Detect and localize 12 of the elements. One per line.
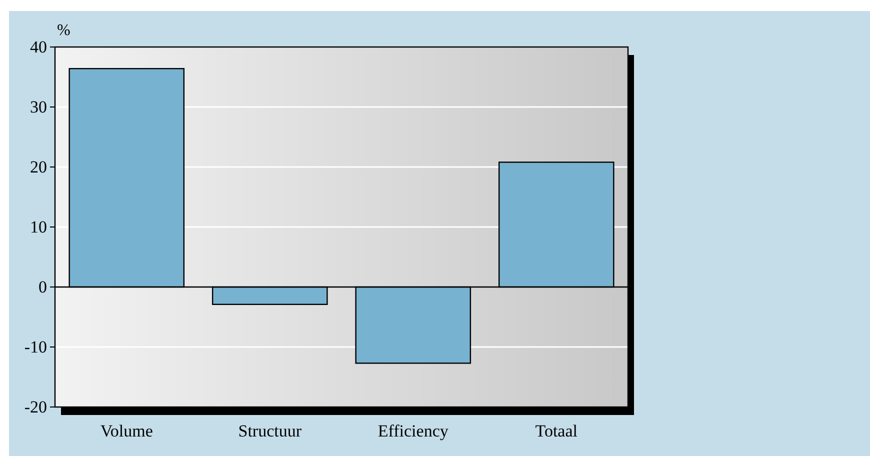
y-axis-title: %	[57, 22, 70, 39]
y-tick-label: 20	[30, 157, 47, 176]
y-tick-label: 10	[30, 217, 47, 236]
y-tick-label: 40	[30, 37, 47, 56]
y-tick-label: -10	[24, 337, 47, 356]
x-tick-label: Structuur	[238, 422, 302, 441]
x-tick-label: Efficiency	[378, 422, 449, 441]
x-tick-label: Volume	[100, 422, 153, 441]
y-tick-label: 30	[30, 97, 47, 116]
y-tick-label: 0	[38, 277, 47, 296]
y-tick-label: -20	[24, 397, 47, 416]
x-tick-label: Totaal	[535, 422, 578, 441]
